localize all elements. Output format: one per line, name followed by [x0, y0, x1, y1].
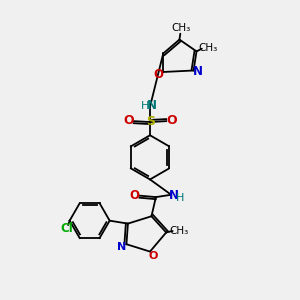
- Text: O: O: [123, 114, 134, 127]
- Text: Cl: Cl: [60, 222, 73, 236]
- Text: H: H: [176, 193, 184, 203]
- Text: O: O: [166, 114, 177, 127]
- Text: S: S: [146, 115, 155, 128]
- Text: N: N: [193, 65, 203, 79]
- Text: CH₃: CH₃: [198, 43, 217, 53]
- Text: N: N: [147, 99, 158, 112]
- Text: O: O: [148, 251, 158, 261]
- Text: CH₃: CH₃: [169, 226, 188, 236]
- Text: O: O: [129, 188, 140, 202]
- Text: CH₃: CH₃: [171, 23, 190, 33]
- Text: H: H: [141, 100, 149, 110]
- Text: N: N: [169, 189, 178, 202]
- Text: O: O: [153, 68, 163, 81]
- Text: N: N: [116, 242, 126, 252]
